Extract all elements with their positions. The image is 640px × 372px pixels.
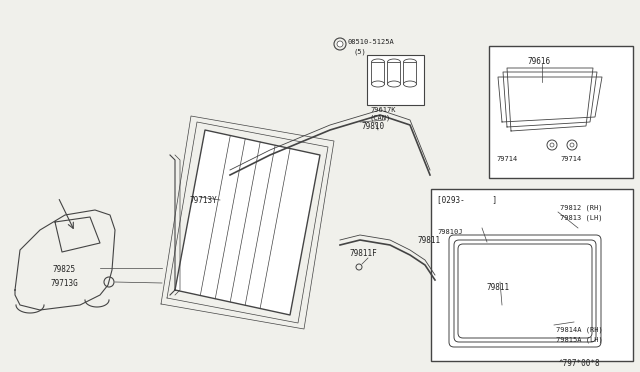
Text: 79713G: 79713G <box>50 279 77 289</box>
FancyBboxPatch shape <box>489 46 633 178</box>
Text: 79825: 79825 <box>52 264 75 273</box>
Polygon shape <box>175 130 320 315</box>
Text: 08510-5125A: 08510-5125A <box>348 39 395 45</box>
Text: 79810: 79810 <box>362 122 385 131</box>
Text: 79812 (RH): 79812 (RH) <box>560 205 602 211</box>
Text: 79814A (RH): 79814A (RH) <box>556 327 603 333</box>
Text: 79813 (LH): 79813 (LH) <box>560 215 602 221</box>
Text: 79714: 79714 <box>496 156 517 162</box>
Text: [0293-      ]: [0293- ] <box>437 196 497 205</box>
Text: 79815A (LH): 79815A (LH) <box>556 337 603 343</box>
Text: ^797*00*8: ^797*00*8 <box>558 359 600 369</box>
Ellipse shape <box>387 59 401 65</box>
Text: (CAN): (CAN) <box>370 115 391 121</box>
Text: 79810J: 79810J <box>437 229 463 235</box>
FancyBboxPatch shape <box>431 189 633 361</box>
Text: 79811: 79811 <box>487 283 510 292</box>
Text: 79811F: 79811F <box>350 250 378 259</box>
Ellipse shape <box>371 81 385 87</box>
Text: (5): (5) <box>354 49 367 55</box>
Bar <box>371 62 385 84</box>
Ellipse shape <box>403 81 417 87</box>
Text: 79713Y: 79713Y <box>190 196 218 205</box>
Ellipse shape <box>387 81 401 87</box>
Text: 79617K: 79617K <box>370 107 396 113</box>
Bar <box>403 62 417 84</box>
Text: 79811: 79811 <box>418 235 441 244</box>
Text: 79714: 79714 <box>560 156 581 162</box>
FancyBboxPatch shape <box>367 55 424 105</box>
Circle shape <box>337 41 343 47</box>
Ellipse shape <box>403 59 417 65</box>
Text: 79616: 79616 <box>528 57 551 65</box>
Ellipse shape <box>371 59 385 65</box>
Bar <box>387 62 401 84</box>
